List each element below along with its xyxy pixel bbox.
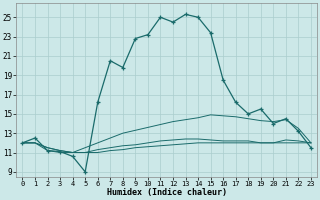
X-axis label: Humidex (Indice chaleur): Humidex (Indice chaleur) (107, 188, 227, 197)
